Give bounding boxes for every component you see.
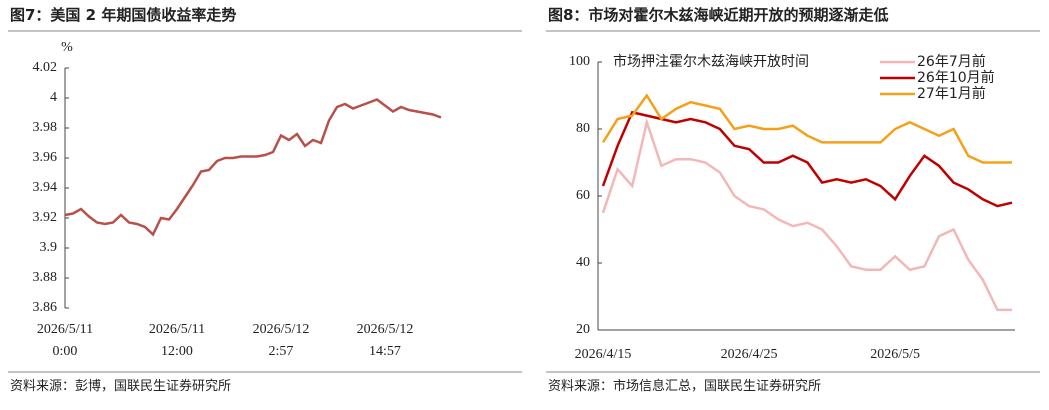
y-tick-label: 3.98 (33, 120, 58, 135)
y-tick-label: 100 (569, 54, 590, 69)
y-tick-label: 4 (50, 90, 57, 105)
x-tick-label: 2026/4/25 (721, 347, 778, 362)
x-tick-label: 2026/5/11 0:00 (37, 322, 93, 359)
source: 资料来源：市场信息汇总，国联民生证券研究所 (548, 378, 821, 394)
line-series (601, 110, 1013, 208)
y-tick-label: 3.88 (33, 270, 58, 285)
y-tick-label: 3.9 (40, 240, 58, 255)
annotation: 市场押注霍尔木兹海峡开放时间 (613, 53, 809, 70)
x-tick-label: 2026/5/5 (870, 347, 920, 362)
y-tick-label: 20 (576, 322, 590, 337)
y-tick-label: 3.96 (33, 150, 58, 165)
y-tick-label: 3.92 (33, 210, 58, 225)
line-series (64, 98, 442, 237)
chart-title: 图8：市场对霍尔木兹海峡近期开放的预期逐渐走低 (548, 6, 888, 24)
line-series (601, 117, 1012, 312)
y-tick-label: 4.02 (33, 60, 58, 75)
y-tick-label: 60 (576, 188, 590, 203)
chart-title: 图7：美国 2 年期国债收益率走势 (10, 6, 236, 24)
x-tick-label: 2026/4/15 (575, 347, 632, 362)
y-tick-label: 80 (576, 121, 590, 136)
legend-label: 26年10月前 (917, 69, 995, 86)
y-tick-label: 40 (576, 255, 590, 270)
x-tick-label: 2026/5/12 2:57 (253, 322, 310, 359)
legend-label: 26年7月前 (917, 53, 986, 70)
y-tick-label: 3.94 (33, 180, 58, 195)
legend-label: 27年1月前 (917, 85, 986, 102)
x-tick-label: 2026/5/12 14:57 (357, 322, 414, 359)
source: 资料来源：彭博，国联民生证券研究所 (10, 378, 231, 394)
y-unit: % (61, 40, 73, 55)
line-series (601, 93, 1012, 164)
y-tick-label: 3.86 (33, 300, 58, 315)
x-tick-label: 2026/5/11 12:00 (149, 322, 205, 359)
